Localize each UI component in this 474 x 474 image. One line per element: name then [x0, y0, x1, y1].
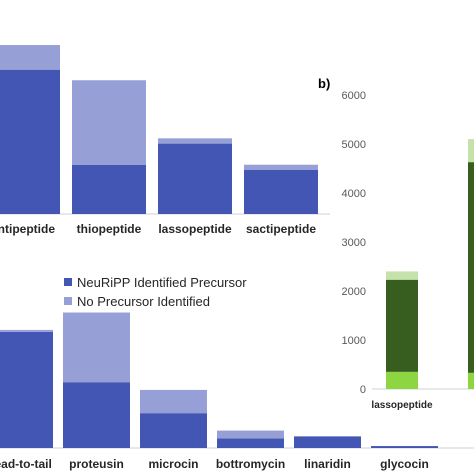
bar-lassopeptide-series-1 [158, 138, 232, 144]
legend-label-precursor: NeuRiPP Identified Precursor [77, 275, 247, 290]
bar-la-segment-0 [468, 372, 474, 389]
chart-top-left: antipeptide thiopeptide lassopeptide sactip… [0, 45, 330, 236]
bar-antipeptide-series-0 [0, 69, 60, 215]
bar-lassopeptide-segment-0 [386, 371, 418, 389]
bar-lassopeptide-segment-2 [386, 271, 418, 280]
bar-microcin-series-0 [140, 413, 207, 448]
bar-la-segment-1 [468, 162, 474, 373]
bar-microcin-series-1 [140, 389, 207, 414]
chart-right-b: 0100020003000400050006000lassopeptidela [342, 90, 474, 411]
panel-label-b: b) [318, 76, 330, 91]
bar-head-to-tail-series-1 [0, 329, 53, 332]
category-label: sactipeptide [246, 222, 316, 236]
bar-sactipeptide-series-0 [244, 170, 318, 214]
category-label: linaridin [304, 457, 351, 471]
bar-la-segment-2 [468, 139, 474, 163]
bar-sactipeptide-series-1 [244, 164, 318, 170]
bar-bottromycin-series-0 [217, 438, 284, 448]
category-label: proteusin [69, 457, 124, 471]
bar-proteusin-series-0 [63, 382, 130, 448]
bar-glycocin-series-0 [371, 446, 438, 448]
y-tick-label: 4000 [342, 188, 366, 200]
category-label: microcin [148, 457, 198, 471]
bar-linaridin-series-0 [294, 436, 361, 448]
bar-proteusin-series-1 [63, 312, 130, 383]
legend-label-no-precursor: No Precursor Identified [77, 294, 210, 309]
bar-head-to-tail-series-0 [0, 331, 53, 448]
y-tick-label: 2000 [342, 286, 366, 298]
category-label: bottromycin [216, 457, 285, 471]
bar-lassopeptide-segment-1 [386, 279, 418, 372]
y-tick-label: 1000 [342, 335, 366, 347]
y-tick-label: 0 [360, 384, 366, 396]
legend: NeuRiPP Identified Precursor No Precurso… [64, 275, 247, 309]
category-label: lassopeptide [371, 400, 433, 411]
bar-antipeptide-series-1 [0, 45, 60, 70]
legend-swatch-no-precursor [64, 297, 72, 305]
y-tick-label: 5000 [342, 139, 366, 151]
category-label: lassopeptide [158, 222, 232, 236]
bar-lassopeptide-series-0 [158, 143, 232, 214]
category-label: antipeptide [0, 222, 55, 236]
bar-bottromycin-series-1 [217, 430, 284, 439]
legend-swatch-precursor [64, 278, 72, 286]
bar-thiopeptide-series-1 [72, 80, 146, 165]
chart-bottom-left: head-to-tail proteusin microcin bottromycin… [0, 312, 474, 471]
category-label: head-to-tail [0, 457, 52, 471]
y-tick-label: 6000 [342, 90, 366, 102]
y-tick-label: 3000 [342, 237, 366, 249]
category-label: thiopeptide [77, 222, 142, 236]
bar-thiopeptide-series-0 [72, 164, 146, 214]
category-label: glycocin [380, 457, 429, 471]
